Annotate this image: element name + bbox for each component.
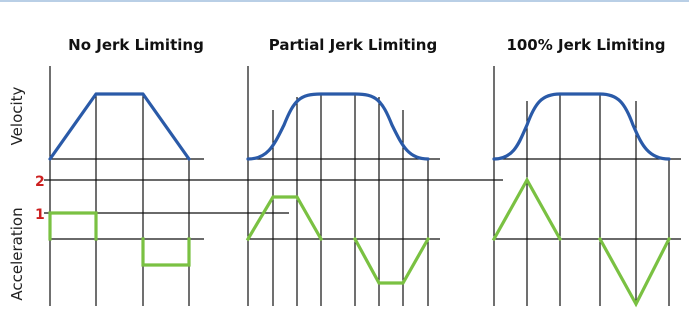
acceleration-triangle-positive — [491, 176, 563, 242]
title-full-jerk: 100% Jerk Limiting — [506, 36, 665, 54]
title-no-jerk: No Jerk Limiting — [68, 36, 204, 54]
acceleration-triangle-negative — [597, 236, 672, 308]
level-2-label: 2 — [35, 174, 45, 190]
panel-no-jerk-grid — [49, 66, 204, 306]
level-1-label: 1 — [35, 207, 45, 223]
acceleration-pulse-positive — [48, 211, 98, 241]
title-partial-jerk: Partial Jerk Limiting — [269, 36, 437, 54]
panel-partial-jerk — [245, 66, 440, 306]
velocity-curve-full-jerk — [492, 92, 671, 161]
velocity-curve-no-jerk — [48, 92, 191, 161]
acceleration-trapezoid-negative — [352, 236, 431, 285]
velocity-curve-partial-jerk — [246, 92, 430, 161]
acceleration-pulse-negative — [141, 237, 191, 267]
acceleration-axis-label: Acceleration — [8, 207, 26, 300]
acceleration-trapezoid-positive — [245, 195, 324, 242]
top-rule — [0, 0, 689, 2]
panel-full-jerk — [491, 66, 681, 308]
velocity-axis-label: Velocity — [8, 86, 26, 145]
panel-no-jerk — [48, 66, 204, 306]
